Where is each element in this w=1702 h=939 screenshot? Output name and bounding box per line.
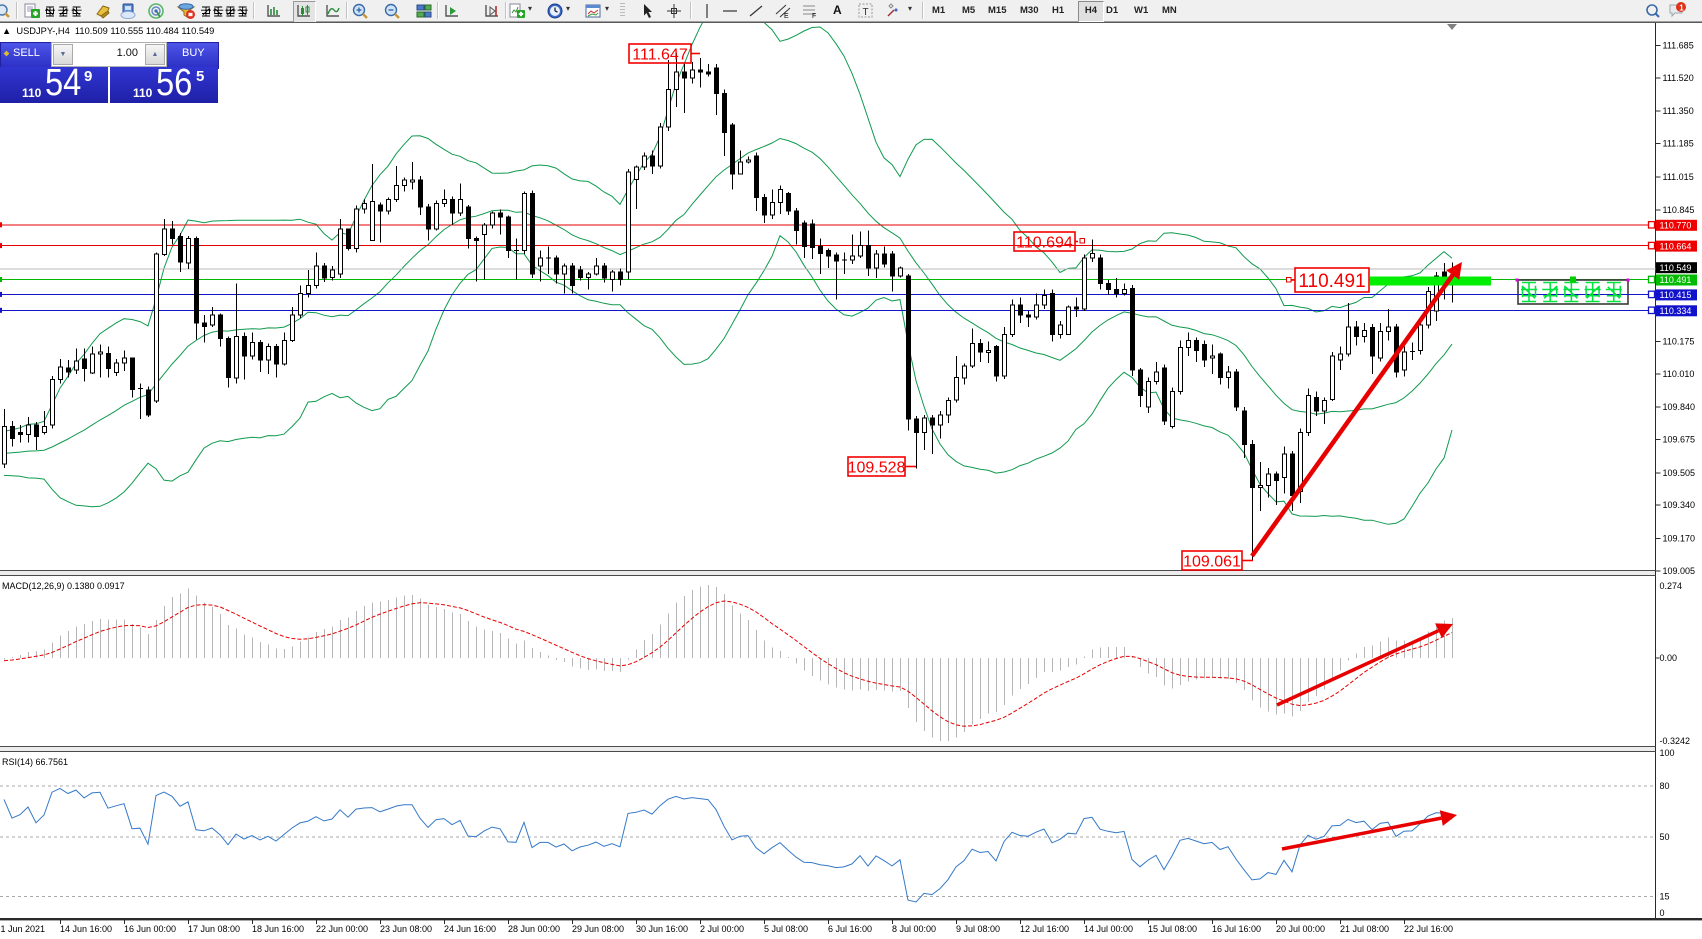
svg-text:109.061: 109.061 — [1183, 553, 1241, 570]
svg-text:20 Jul 00:00: 20 Jul 00:00 — [1276, 924, 1325, 934]
svg-text:E: E — [784, 13, 789, 19]
svg-text:109.528: 109.528 — [848, 459, 906, 476]
svg-text:T: T — [863, 7, 869, 18]
svg-text:30 Jun 16:00: 30 Jun 16:00 — [636, 924, 688, 934]
svg-text:110.491: 110.491 — [1660, 275, 1692, 285]
svg-text:111.185: 111.185 — [1663, 139, 1694, 149]
svg-text:0.274: 0.274 — [1660, 581, 1683, 591]
svg-text:16 Jul 16:00: 16 Jul 16:00 — [1212, 924, 1261, 934]
svg-text:109.840: 109.840 — [1663, 402, 1696, 412]
svg-text:9 Jul 08:00: 9 Jul 08:00 — [956, 924, 1000, 934]
svg-text:1: 1 — [1679, 4, 1684, 13]
svg-text:12 Jul 16:00: 12 Jul 16:00 — [1020, 924, 1069, 934]
svg-text:16 Jun 00:00: 16 Jun 00:00 — [124, 924, 176, 934]
svg-text:23 Jun 08:00: 23 Jun 08:00 — [380, 924, 432, 934]
svg-text:2 Jul 00:00: 2 Jul 00:00 — [700, 924, 744, 934]
svg-text:110.770: 110.770 — [1660, 221, 1692, 231]
svg-text:18 Jun 16:00: 18 Jun 16:00 — [252, 924, 304, 934]
svg-text:111.015: 111.015 — [1663, 172, 1694, 182]
svg-text:RSI(14) 66.7561: RSI(14) 66.7561 — [2, 757, 68, 767]
svg-text:24 Jun 16:00: 24 Jun 16:00 — [444, 924, 496, 934]
svg-text:28 Jun 00:00: 28 Jun 00:00 — [508, 924, 560, 934]
svg-text:14 Jul 00:00: 14 Jul 00:00 — [1084, 924, 1133, 934]
svg-text:0.00: 0.00 — [1660, 653, 1678, 663]
svg-text:111.350: 111.350 — [1663, 106, 1694, 116]
svg-text:1 Jun 2021: 1 Jun 2021 — [1, 924, 46, 934]
svg-text:22 Jun 00:00: 22 Jun 00:00 — [316, 924, 368, 934]
svg-text:29 Jun 08:00: 29 Jun 08:00 — [572, 924, 624, 934]
svg-text:MACD(12,26,9) 0.1380 0.0917: MACD(12,26,9) 0.1380 0.0917 — [2, 581, 125, 591]
svg-text:109.170: 109.170 — [1663, 533, 1696, 543]
svg-text:109.505: 109.505 — [1663, 468, 1696, 478]
svg-text:50: 50 — [1660, 832, 1670, 842]
svg-text:109.675: 109.675 — [1663, 435, 1696, 445]
svg-text:110.491: 110.491 — [1298, 271, 1365, 292]
svg-text:110.175: 110.175 — [1663, 337, 1695, 347]
svg-text:109.340: 109.340 — [1663, 500, 1696, 510]
svg-text:110.415: 110.415 — [1660, 290, 1692, 300]
svg-text:22 Jul 16:00: 22 Jul 16:00 — [1404, 924, 1453, 934]
svg-text:100: 100 — [1660, 748, 1675, 758]
svg-text:0: 0 — [1660, 908, 1665, 918]
svg-text:110.334: 110.334 — [1660, 306, 1692, 316]
svg-text:6 Jul 16:00: 6 Jul 16:00 — [828, 924, 872, 934]
svg-text:110.664: 110.664 — [1660, 241, 1692, 251]
svg-text:110.549: 110.549 — [1660, 263, 1692, 273]
svg-text:80: 80 — [1660, 781, 1670, 791]
svg-text:5 Jul 08:00: 5 Jul 08:00 — [764, 924, 808, 934]
svg-text:F: F — [812, 13, 816, 19]
svg-text:14 Jun 16:00: 14 Jun 16:00 — [60, 924, 112, 934]
svg-text:110.010: 110.010 — [1663, 369, 1695, 379]
svg-text:-0.3242: -0.3242 — [1660, 736, 1691, 746]
svg-text:111.647: 111.647 — [632, 46, 688, 63]
svg-text:110.694: 110.694 — [1016, 234, 1073, 251]
svg-text:109.005: 109.005 — [1663, 566, 1696, 576]
svg-text:15: 15 — [1660, 892, 1670, 902]
svg-text:8 Jul 00:00: 8 Jul 00:00 — [892, 924, 936, 934]
svg-text:21 Jul 08:00: 21 Jul 08:00 — [1340, 924, 1389, 934]
svg-text:111.520: 111.520 — [1663, 73, 1694, 83]
svg-text:15 Jul 08:00: 15 Jul 08:00 — [1148, 924, 1197, 934]
svg-text:17 Jun 08:00: 17 Jun 08:00 — [188, 924, 240, 934]
svg-text:111.685: 111.685 — [1663, 41, 1694, 51]
svg-text:110.845: 110.845 — [1663, 205, 1695, 215]
